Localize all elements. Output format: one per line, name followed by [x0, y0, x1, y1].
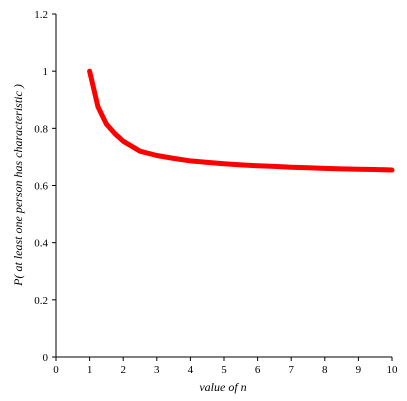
- y-axis-title: P( at least one person has characteristi…: [11, 84, 25, 287]
- x-tick-label: 3: [154, 364, 160, 376]
- x-tick-label: 2: [120, 364, 126, 376]
- y-tick-label: 0.4: [34, 238, 48, 250]
- y-axis: 0 0.2 0.4 0.6 0.8 1 1.2: [34, 9, 57, 364]
- x-tick-label: 10: [387, 364, 399, 376]
- x-axis-title: value of n: [199, 380, 246, 394]
- series-line: [87, 68, 395, 173]
- y-tick-label: 0.6: [34, 181, 48, 193]
- y-tick-label: 1: [43, 66, 49, 78]
- y-tick-label: 0: [43, 352, 49, 364]
- x-tick-label: 6: [255, 364, 261, 376]
- y-tick-label: 0.2: [34, 295, 48, 307]
- x-tick-label: 7: [288, 364, 294, 376]
- x-tick-label: 9: [356, 364, 362, 376]
- x-tick-label: 8: [322, 364, 328, 376]
- x-tick-label: 1: [87, 364, 93, 376]
- y-tick-label: 0.8: [34, 123, 48, 135]
- x-tick-label: 0: [53, 364, 59, 376]
- x-tick-label: 5: [221, 364, 227, 376]
- x-tick-label: 4: [188, 364, 194, 376]
- y-tick-label: 1.2: [34, 9, 48, 21]
- series-layer: [87, 68, 395, 173]
- x-axis: 0 1 2 3 4 5 6 7 8 9 10: [53, 356, 399, 376]
